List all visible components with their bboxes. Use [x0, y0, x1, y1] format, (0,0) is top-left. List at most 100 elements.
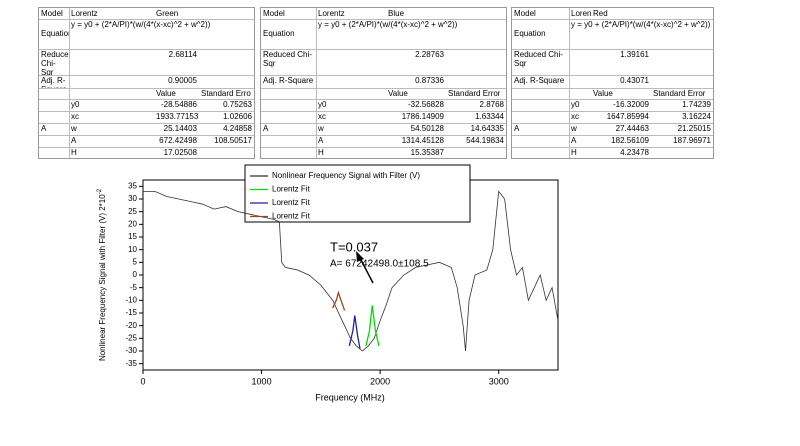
- param-name: w: [71, 124, 77, 133]
- column-header: Value: [156, 89, 176, 98]
- row-line: [39, 123, 254, 124]
- param-name: H: [318, 148, 324, 157]
- param-value: -28.54886: [160, 100, 197, 109]
- param-name: A: [571, 136, 577, 145]
- y-tick-label: -15: [125, 308, 137, 317]
- y-tick-label: -25: [125, 333, 137, 342]
- x-axis-label: Frequency (MHz): [315, 392, 385, 402]
- param-value: 1647.85994: [606, 112, 649, 121]
- y-tick-label: 30: [128, 194, 137, 203]
- column-header: Value: [388, 89, 408, 98]
- y-tick-label: 0: [133, 270, 138, 279]
- param-name: w: [318, 124, 324, 133]
- arrow-head: [356, 251, 364, 262]
- row-line: [261, 88, 506, 89]
- row-line: [512, 147, 713, 148]
- legend-label: Lorentz Fit: [272, 212, 311, 221]
- row-label: Equation: [263, 29, 295, 38]
- annotation: T=0.037: [330, 239, 378, 254]
- equation: y = y0 + (2*A/PI)*(w/(4*(x-xc)^2 + w^2)): [318, 20, 458, 29]
- param-value: 15.35387: [410, 148, 444, 157]
- y-tick-label: -20: [125, 321, 137, 330]
- row-label: Model: [514, 9, 536, 18]
- fit-color: Red: [593, 9, 608, 18]
- arrow: [359, 257, 374, 284]
- row-line: [39, 147, 254, 148]
- y-tick-label: -10: [125, 295, 137, 304]
- param-name: H: [71, 148, 77, 157]
- row-line: [512, 19, 713, 20]
- y-tick-label: 10: [128, 245, 137, 254]
- param-name: y0: [318, 100, 327, 109]
- param-error: 1.02606: [223, 112, 252, 121]
- param-value: 1786.14909: [401, 112, 444, 121]
- equation: y = y0 + (2*A/PI)*(w/(4*(x-xc)^2 + w^2)): [71, 20, 211, 29]
- param-error: 4.24858: [223, 124, 252, 133]
- row-line: [261, 111, 506, 112]
- group-label: A: [514, 124, 520, 133]
- r-square-value: 0.90005: [168, 76, 197, 85]
- row-label: Model: [263, 9, 285, 18]
- r-square-value: 0.43071: [620, 76, 649, 85]
- model-name: Lorentz: [318, 9, 345, 18]
- x-tick-label: 0: [140, 376, 145, 386]
- row-line: [261, 147, 506, 148]
- param-name: xc: [71, 112, 79, 121]
- param-name: y0: [571, 100, 580, 109]
- row-line: [39, 75, 254, 76]
- param-error: 3.16224: [682, 112, 711, 121]
- row-line: [512, 75, 713, 76]
- param-error: 544.19834: [466, 136, 504, 145]
- row-line: [39, 19, 254, 20]
- param-name: xc: [318, 112, 326, 121]
- param-error: 1.74239: [682, 100, 711, 109]
- param-value: 672.42498: [159, 136, 197, 145]
- row-line: [512, 49, 713, 50]
- row-label: Adj. R-Square: [514, 76, 565, 85]
- y-tick-label: 35: [128, 181, 137, 190]
- row-line: [39, 88, 254, 89]
- row-label: Reduced Chi-Sqr: [514, 50, 563, 68]
- row-label: Equation: [41, 29, 69, 38]
- col-line: [569, 8, 570, 158]
- param-name: A: [71, 136, 77, 145]
- param-error: 108.50517: [214, 136, 252, 145]
- fit-color: Blue: [388, 9, 405, 18]
- fit-table: Model LorentzRed Equation y = y0 + (2*A/PI)…: [511, 7, 714, 159]
- chi-value: 1.39161: [620, 50, 649, 59]
- chi-value: 2.68114: [168, 50, 197, 59]
- row-label: Adj. R-Square: [263, 76, 314, 85]
- row-line: [512, 123, 713, 124]
- series-line: [143, 190, 559, 352]
- row-line: [261, 19, 506, 20]
- column-header: Standard Error: [448, 89, 501, 98]
- x-tick-label: 2000: [370, 376, 390, 386]
- y-tick-label: 20: [128, 219, 137, 228]
- x-tick-label: 3000: [489, 376, 509, 386]
- row-label: Reduced Chi-Sqr: [263, 50, 312, 68]
- param-value: 25.14403: [163, 124, 197, 133]
- row-line: [512, 135, 713, 136]
- param-value: -16.32009: [612, 100, 649, 109]
- row-line: [261, 135, 506, 136]
- row-label: Reduced Chi-Sqr: [41, 50, 69, 75]
- param-name: w: [571, 124, 577, 133]
- row-line: [39, 135, 254, 136]
- series-line: [332, 290, 346, 311]
- model-name: Lorentz: [71, 9, 98, 18]
- param-name: xc: [571, 112, 579, 121]
- param-name: y0: [71, 100, 80, 109]
- row-line: [261, 99, 506, 100]
- param-value: 27.44463: [615, 124, 649, 133]
- param-value: 182.56109: [611, 136, 649, 145]
- y-tick-label: 25: [128, 207, 137, 216]
- y-axis-label: Nonlinear Frequency Signal with Filter (…: [97, 188, 108, 361]
- group-label: A: [263, 124, 269, 133]
- annotation: A= 67242498.0±108.5: [330, 259, 429, 270]
- row-label: Model: [41, 9, 63, 18]
- column-header: Value: [593, 89, 613, 98]
- row-line: [512, 88, 713, 89]
- row-line: [39, 99, 254, 100]
- legend-label: Nonlinear Frequency Signal with Filter (…: [272, 171, 420, 180]
